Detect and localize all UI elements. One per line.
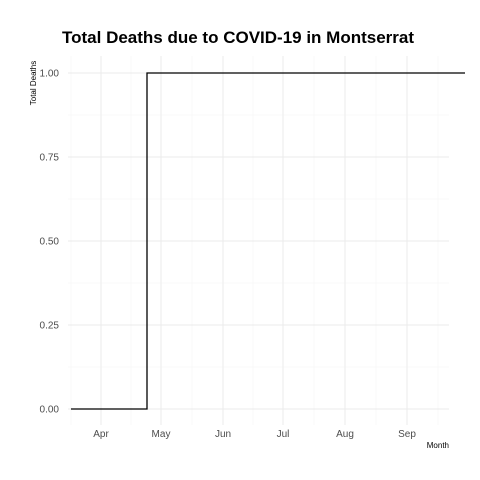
series-line — [71, 72, 465, 410]
x-tick-label: Sep — [398, 429, 416, 440]
x-tick-label: Jun — [215, 429, 231, 440]
x-tick-label: Jul — [277, 429, 290, 440]
y-tick-label: 1.00 — [40, 69, 60, 80]
x-axis-title: Month — [427, 441, 449, 450]
y-tick-label: 0.25 — [40, 321, 60, 332]
x-tick-label: May — [152, 429, 171, 440]
chart-title: Total Deaths due to COVID-19 in Montserr… — [62, 28, 414, 47]
series-layer — [71, 72, 465, 410]
x-tick-label: Apr — [93, 429, 109, 440]
y-axis-ticks: 0.00 0.25 0.50 0.75 1.00 — [40, 69, 60, 416]
y-tick-label: 0.75 — [40, 153, 60, 164]
x-tick-label: Aug — [336, 429, 354, 440]
y-tick-label: 0.50 — [40, 237, 60, 248]
x-axis-ticks: Apr May Jun Jul Aug Sep — [93, 429, 416, 440]
y-tick-label: 0.00 — [40, 405, 60, 416]
y-axis-title: Total Deaths — [29, 61, 38, 105]
